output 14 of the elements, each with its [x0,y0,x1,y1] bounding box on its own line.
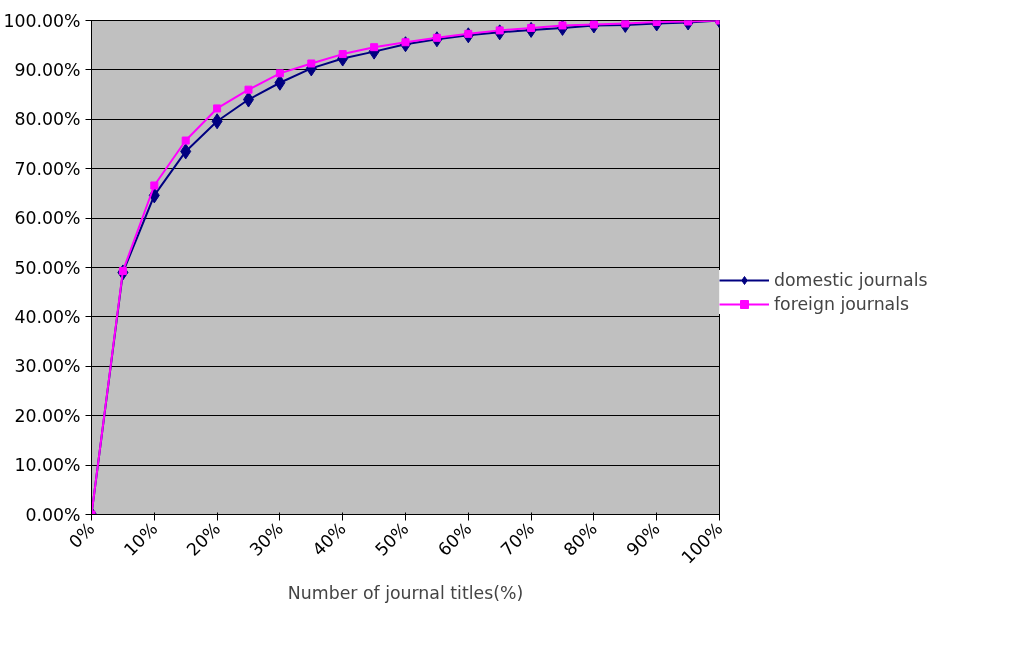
y-tick-label: 30.00% [14,356,81,377]
y-tick-label: 20.00% [14,405,81,426]
y-tick-label: 0.00% [25,504,81,525]
y-tick-label: 90.00% [14,59,81,80]
x-axis-title: Number of journal titles(%) [287,582,524,603]
y-tick-label: 40.00% [14,306,81,327]
y-tick-label: 50.00% [14,257,81,278]
legend-label: foreign journals [774,294,910,314]
y-tick-label: 60.00% [14,208,81,229]
legend-label: domestic journals [774,270,928,290]
y-tick-label: 10.00% [14,455,81,476]
y-tick-label: 100.00% [3,10,81,31]
y-tick-label: 70.00% [14,158,81,179]
y-tick-label: 80.00% [14,109,81,130]
